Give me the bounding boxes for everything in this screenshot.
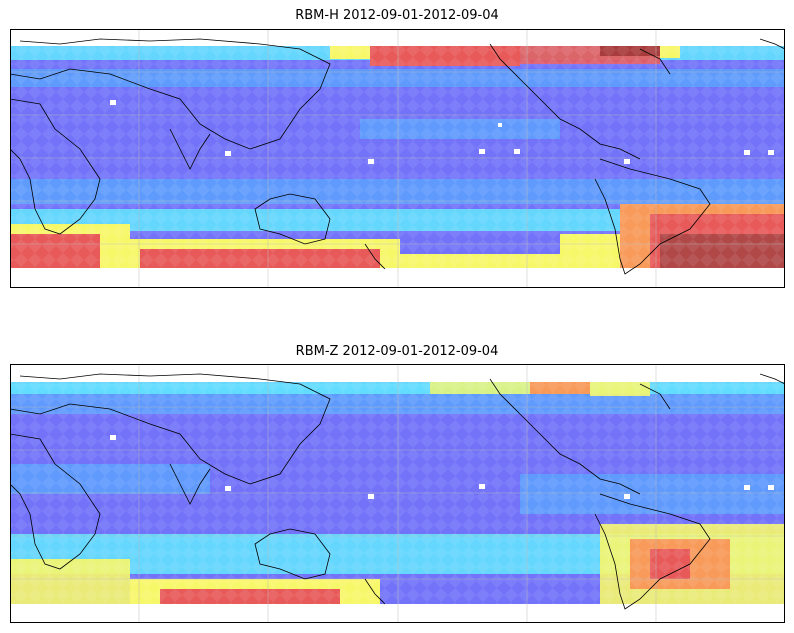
gridlines	[10, 364, 785, 623]
map-frame	[10, 364, 785, 623]
world-map-rbm-z	[10, 364, 785, 623]
panel-title-rbm-z: RBM-Z 2012-09-01-2012-09-04	[295, 344, 499, 359]
missing-data-specks	[110, 100, 774, 164]
panel-title-rbm-h: RBM-H 2012-09-01-2012-09-04	[295, 8, 499, 23]
missing-data-specks	[110, 435, 774, 499]
map-frame	[10, 29, 785, 288]
world-map-rbm-h	[10, 29, 785, 288]
coastlines	[10, 38, 785, 275]
gridlines	[10, 29, 785, 288]
coastlines	[10, 373, 785, 610]
